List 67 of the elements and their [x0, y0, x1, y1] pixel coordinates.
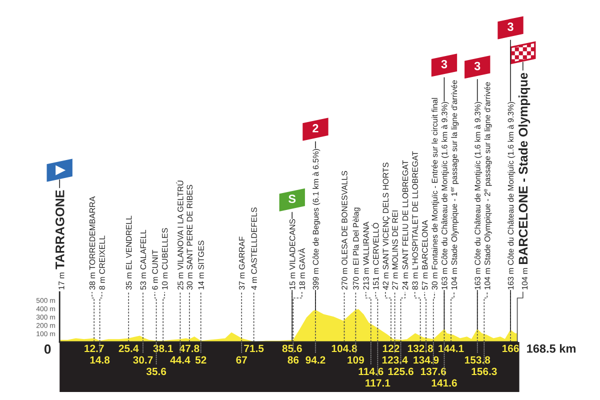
ref-line-label: 15 m VILADECANS: [289, 219, 296, 290]
ref-line-label: 83 m L'HOSPITALET DE LLOBREGAT: [412, 151, 418, 290]
x-tick-label: 38.1: [153, 344, 173, 352]
ref-line-label: 8 m CREIXELL: [99, 236, 105, 290]
ref-line-label: 42 m SANT VICENÇ DELS HORTS: [382, 162, 390, 290]
annotation: 14.8: [90, 356, 110, 364]
annotation: 141.6: [432, 379, 457, 387]
annotation: 117.1: [366, 379, 390, 387]
annotation: 52: [195, 356, 206, 364]
ref-line-label: 30 m SANT PERE DE RIBES: [186, 184, 193, 290]
ref-line-label: 151 m CERVELLÓ: [372, 222, 379, 290]
ref-line-label: 30 m Fontaines de Montjuïc - Entrée sur le circuit final: [432, 98, 440, 290]
annotation: 153.8: [464, 356, 490, 364]
ref-line-label: 4 m CASTELLDEFELS: [251, 208, 257, 290]
annotation: 123.4: [382, 356, 408, 364]
ref-line-label: 104 m Stade Olympique - 2$^{e}$ passage sur la ligne d'arrivée: [484, 82, 492, 290]
ref-line-label: 27 m MOLINS DE REI: [392, 210, 398, 290]
annotation: 67: [236, 356, 247, 364]
x-tick-label: 47.8: [179, 344, 200, 352]
ref-line-label: 163 m Côte du Château de Montjuïc (1.6 km à 9.3%): [474, 102, 482, 290]
ref-line-label: 38 m TORREDEMBARRA: [89, 196, 96, 290]
ref-line-label: 14 m SITGES: [198, 240, 204, 290]
annotation: S: [288, 194, 296, 204]
annotation: 134.9: [414, 356, 439, 364]
x-tick-label: 12.7: [84, 344, 104, 352]
ref-line-label: 57 m BARCELONA: [422, 220, 428, 290]
annotation: 86: [288, 356, 299, 364]
annotation: 44.4: [170, 356, 190, 364]
x-tick-label: 122: [382, 344, 400, 352]
ref-line-label: 104 m Stade Olympique - 1$^{er}$ passage sur la ligne d'arrivée: [451, 80, 459, 290]
x-tick-label: 25.4: [118, 344, 139, 352]
ref-line-label: 370 m El Pla Del Pèlag: [352, 208, 360, 290]
annotation: 35.6: [146, 368, 166, 376]
annotation: 168.5 km: [527, 344, 576, 353]
annotation: 94.2: [306, 356, 326, 364]
annotation: 3: [474, 62, 480, 70]
ref-line-label: 18 m GAVÀ: [298, 248, 305, 290]
ref-line-label: 25 m VILANOVA I LA GELTRÚ: [176, 180, 184, 290]
ref-line-label: 213 m VALLIRANA: [363, 222, 369, 290]
annotation: 109: [348, 356, 364, 364]
ref-line-label: 17 m TARRAGONE: [55, 190, 64, 290]
annotation: 156.3: [472, 368, 497, 376]
x-tick-label: 104.8: [332, 344, 357, 352]
ref-line-label: 163 m Côte du Château de Montjuïc (1.6 km à 9.3%): [508, 102, 516, 290]
ref-line-label: 6 m CUNIT: [152, 250, 158, 290]
annotation: 137.6: [420, 368, 446, 376]
x-tick-label: 132.8: [408, 344, 434, 352]
x-tick-label: 71.5: [244, 344, 264, 352]
x-tick-label: 166: [502, 344, 519, 352]
ref-line-label: 24 m SANT FELIU DE LLOBREGAT: [402, 160, 408, 290]
ref-line-label: 104 m BARCELONE - Stade Olympique: [518, 72, 530, 290]
ref-line-label: 270 m OLESA DE BONESVALLS: [342, 170, 348, 290]
ref-line-label: 399 m Côte de Begues (6.1 km à 6.5%): [312, 149, 320, 290]
x-tick-label: 144.1: [438, 344, 464, 352]
x-tick-label: 85.6: [282, 344, 302, 352]
annotation: 3: [441, 60, 448, 68]
ref-line-label: 53 m CALAFELL: [140, 230, 146, 290]
annotation: 3: [508, 22, 514, 31]
ref-line-label: 37 m GARRAF: [238, 236, 245, 290]
ref-line-label: 10 m CUBELLES: [162, 228, 168, 290]
annotation: 125.6: [388, 368, 414, 376]
annotation: 114.6: [358, 368, 384, 376]
annotation: 0: [44, 344, 51, 354]
annotation: 30.7: [133, 356, 153, 364]
annotation: 2: [312, 124, 318, 132]
ref-line-label: 163 m Côte du Château de Montjuïc (1.6 km à 9.3%): [441, 102, 449, 290]
ref-line-label: 35 m EL VENDRELL: [126, 216, 132, 290]
